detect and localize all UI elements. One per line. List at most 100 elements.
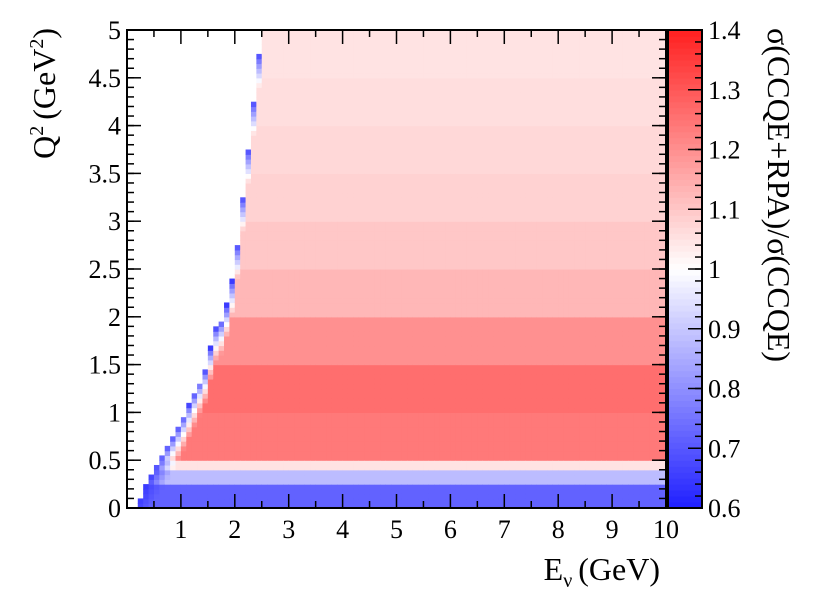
heatmap-cell — [364, 135, 371, 141]
heatmap-cell — [450, 469, 457, 476]
heatmap-cell — [315, 436, 322, 442]
heatmap-cell — [488, 460, 495, 466]
heatmap-cell — [455, 106, 462, 112]
heatmap-cell — [477, 96, 484, 103]
heatmap-cell — [412, 225, 419, 232]
heatmap-cell — [299, 359, 306, 366]
heatmap-cell — [374, 168, 381, 174]
heatmap-cell — [374, 39, 381, 45]
heatmap-cell — [396, 163, 403, 170]
heatmap-cell — [234, 503, 241, 509]
heatmap-cell — [337, 445, 344, 452]
heatmap-cell — [331, 421, 338, 428]
heatmap-cell — [283, 484, 290, 490]
heatmap-cell — [407, 82, 414, 88]
heatmap-cell — [331, 503, 338, 509]
heatmap-cell — [461, 58, 468, 65]
heatmap-cell — [245, 278, 252, 284]
heatmap-cell — [461, 484, 468, 490]
heatmap-cell — [407, 206, 414, 213]
heatmap-cell — [450, 111, 457, 117]
heatmap-cell — [439, 374, 446, 380]
heatmap-cell — [288, 125, 295, 131]
heatmap-cell — [240, 417, 247, 423]
heatmap-cell — [380, 168, 387, 174]
heatmap-cell — [358, 350, 365, 356]
heatmap-cell — [326, 378, 333, 385]
heatmap-cell — [245, 469, 252, 476]
heatmap-cell — [315, 202, 322, 208]
heatmap-cell — [326, 350, 333, 356]
heatmap-cell — [342, 340, 349, 347]
heatmap-cell — [310, 101, 317, 108]
heatmap-cell — [229, 412, 236, 418]
heatmap-cell — [412, 312, 419, 318]
heatmap-cell — [482, 249, 489, 256]
heatmap-cell — [445, 441, 451, 447]
heatmap-cell — [299, 187, 306, 194]
heatmap-cell — [428, 402, 435, 409]
heatmap-cell — [353, 292, 360, 299]
heatmap-cell — [391, 235, 398, 241]
heatmap-cell — [304, 230, 311, 237]
heatmap-cell — [385, 230, 392, 237]
heatmap-cell — [374, 139, 381, 146]
heatmap-cell — [358, 149, 365, 155]
heatmap-cell — [304, 326, 311, 332]
heatmap-cell — [391, 254, 398, 261]
heatmap-cell — [288, 53, 295, 60]
heatmap-cell — [471, 192, 478, 198]
heatmap-cell — [407, 39, 414, 45]
heatmap-cell — [428, 369, 435, 375]
heatmap-cell — [283, 235, 290, 241]
heatmap-cell — [288, 144, 295, 151]
heatmap-cell — [358, 106, 365, 112]
heatmap-cell — [445, 460, 451, 466]
heatmap-cell — [364, 488, 371, 495]
heatmap-cell — [455, 326, 462, 332]
heatmap-cell — [385, 211, 392, 218]
heatmap-cell — [304, 163, 311, 170]
heatmap-cell — [272, 402, 279, 409]
heatmap-cell — [347, 364, 354, 370]
heatmap-cell — [310, 269, 317, 275]
heatmap-cell — [304, 503, 311, 509]
heatmap-cell — [180, 445, 187, 452]
heatmap-cell — [385, 269, 392, 275]
heatmap-cell — [369, 240, 376, 246]
heatmap-cell — [369, 292, 376, 299]
heatmap-cell — [407, 369, 414, 375]
heatmap-cell — [299, 192, 306, 198]
heatmap-cell — [283, 192, 290, 198]
heatmap-cell — [137, 498, 144, 504]
heatmap-cell — [471, 335, 478, 342]
heatmap-cell — [385, 111, 392, 117]
heatmap-cell — [450, 283, 457, 289]
heatmap-cell — [207, 493, 214, 500]
heatmap-cell — [229, 421, 236, 428]
heatmap-cell — [380, 87, 387, 93]
heatmap-cell — [369, 92, 376, 98]
heatmap-cell — [391, 58, 398, 65]
heatmap-cell — [445, 254, 451, 261]
heatmap-cell — [439, 441, 446, 447]
heatmap-cell — [450, 340, 457, 347]
heatmap-cell — [342, 120, 349, 127]
heatmap-cell — [407, 312, 414, 318]
heatmap-cell — [445, 431, 451, 437]
heatmap-cell — [272, 335, 279, 342]
heatmap-cell — [234, 254, 241, 261]
heatmap-cell — [267, 259, 274, 265]
heatmap-cell — [455, 374, 462, 380]
heatmap-cell — [277, 96, 284, 103]
heatmap-cell — [331, 139, 338, 146]
heatmap-cell — [471, 359, 478, 366]
heatmap-cell — [240, 278, 247, 284]
heatmap-cell — [321, 130, 328, 136]
heatmap-cell — [450, 44, 457, 50]
heatmap-cell — [358, 206, 365, 213]
heatmap-cell — [401, 116, 408, 122]
heatmap-cell — [439, 302, 446, 308]
heatmap-cell — [267, 383, 274, 390]
heatmap-cell — [439, 378, 446, 385]
